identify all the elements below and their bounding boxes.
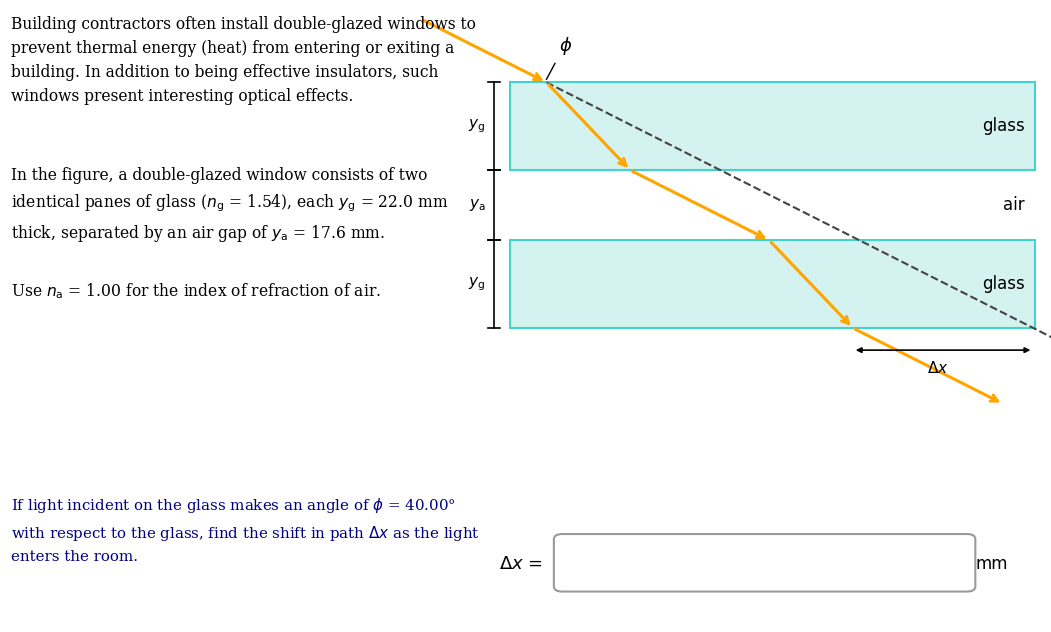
- Text: $\phi$: $\phi$: [559, 35, 573, 57]
- Text: In the figure, a double-glazed window consists of two
identical panes of glass (: In the figure, a double-glazed window co…: [11, 167, 448, 243]
- Text: mm: mm: [975, 555, 1008, 573]
- FancyBboxPatch shape: [554, 534, 975, 592]
- Text: Use $n_\mathrm{a}$ = 1.00 for the index of refraction of air.: Use $n_\mathrm{a}$ = 1.00 for the index …: [11, 281, 380, 301]
- Text: glass: glass: [982, 275, 1025, 293]
- Text: $y_\mathrm{g}$: $y_\mathrm{g}$: [469, 118, 486, 135]
- Bar: [510, 82, 1035, 170]
- Bar: [510, 240, 1035, 328]
- Text: If light incident on the glass makes an angle of $\phi$ = 40.00°
with respect to: If light incident on the glass makes an …: [11, 496, 479, 564]
- Text: $\Delta x$ =: $\Delta x$ =: [499, 555, 543, 573]
- Text: $\Delta x$: $\Delta x$: [927, 360, 949, 375]
- Text: $y_\mathrm{a}$: $y_\mathrm{a}$: [469, 197, 486, 213]
- Text: $y_\mathrm{g}$: $y_\mathrm{g}$: [469, 276, 486, 293]
- Text: Building contractors often install double-glazed windows to
prevent thermal ener: Building contractors often install doubl…: [11, 16, 475, 106]
- Text: air: air: [1003, 196, 1025, 214]
- Text: glass: glass: [982, 118, 1025, 135]
